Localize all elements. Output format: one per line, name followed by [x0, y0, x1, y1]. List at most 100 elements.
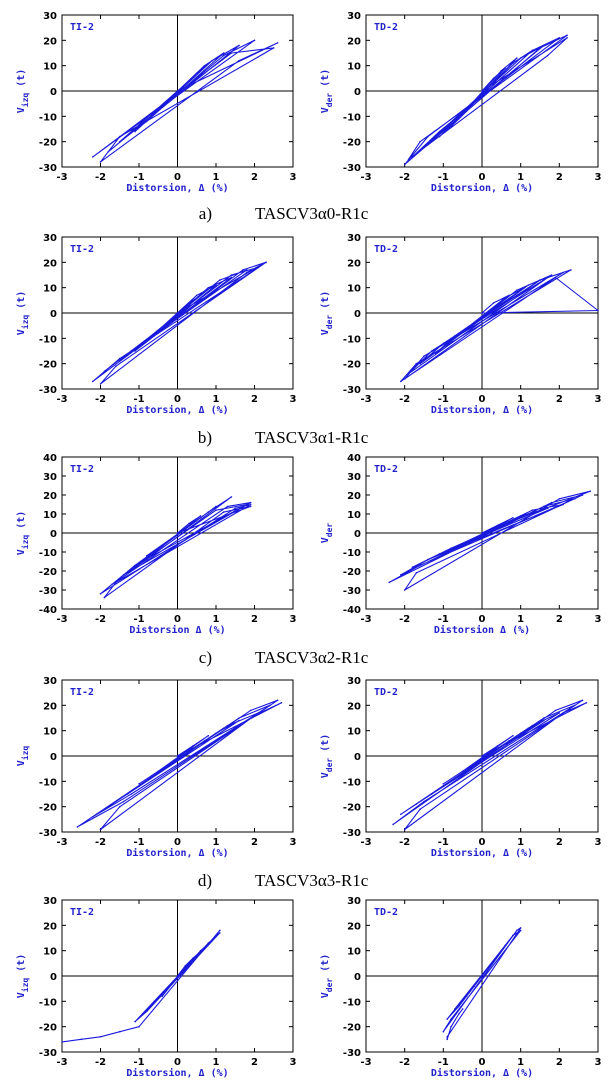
data-point: [215, 509, 217, 512]
y-tick-label: 10: [347, 727, 361, 738]
data-point: [153, 335, 156, 337]
x-tick-label: -2: [95, 172, 106, 183]
data-point: [99, 383, 102, 385]
data-point: [230, 496, 233, 498]
data-point: [504, 297, 507, 299]
data-point: [543, 719, 545, 722]
data-point: [543, 717, 545, 719]
data-point: [195, 294, 198, 297]
data-point: [161, 992, 163, 995]
data-point: [203, 64, 206, 67]
y-tick-label: -20: [39, 803, 57, 814]
data-point: [107, 151, 109, 153]
x-tick-label: 3: [290, 837, 297, 848]
data-point: [446, 1018, 449, 1020]
x-axis-label: Distorsion, Δ (%): [431, 404, 533, 416]
x-tick-label: 2: [251, 837, 258, 848]
caption-specimen: TASCV3α0-R1c: [255, 204, 369, 223]
data-point: [134, 1020, 136, 1023]
x-tick-label: -3: [56, 837, 67, 848]
x-tick-label: 2: [556, 614, 563, 625]
x-tick-label: 3: [290, 1057, 297, 1068]
panel-title: TD-2: [374, 464, 398, 475]
hysteresis-curve: [92, 261, 267, 385]
data-point: [222, 727, 225, 729]
data-point: [118, 805, 121, 808]
y-axis-label: Vder (t): [320, 291, 334, 336]
data-point: [122, 574, 125, 576]
row-caption: c) TASCV3α2-R1c: [199, 648, 369, 667]
data-point: [134, 130, 136, 133]
y-label-sub: izq: [20, 978, 30, 993]
data-point: [508, 520, 510, 523]
x-tick-label: -1: [438, 837, 449, 848]
x-tick-label: -2: [95, 1057, 106, 1068]
data-point: [427, 135, 429, 138]
data-point: [388, 581, 391, 584]
x-tick-label: 2: [251, 1057, 258, 1068]
data-point: [423, 355, 425, 357]
y-tick-label: -30: [39, 385, 57, 396]
y-label-main: V: [320, 992, 331, 998]
x-tick-label: 3: [595, 837, 602, 848]
y-axis-label: Vder (t): [320, 734, 334, 779]
data-point: [199, 69, 202, 72]
data-point: [145, 1010, 148, 1013]
data-point: [153, 551, 156, 553]
y-tick-label: 40: [43, 453, 57, 464]
data-point: [546, 507, 549, 510]
data-point: [543, 44, 545, 47]
y-tick-label: 20: [347, 491, 361, 502]
data-point: [149, 778, 152, 780]
x-tick-label: 1: [517, 614, 524, 625]
x-tick-label: 1: [517, 394, 524, 405]
data-point: [597, 309, 599, 312]
data-point: [99, 828, 102, 831]
data-point: [215, 732, 217, 734]
data-point: [407, 373, 410, 375]
data-point: [280, 702, 283, 704]
data-point: [543, 505, 545, 508]
data-point: [219, 279, 221, 281]
data-point: [458, 118, 460, 120]
y-tick-label: 20: [43, 921, 57, 932]
y-tick-label: -20: [343, 803, 361, 814]
data-point: [415, 803, 418, 805]
data-point: [203, 740, 206, 742]
data-point: [403, 163, 406, 166]
y-tick-label: -10: [343, 777, 361, 788]
data-point: [419, 564, 421, 567]
x-tick-label: -1: [438, 1057, 449, 1068]
row-caption: d) TASCV3α3-R1c: [198, 871, 369, 890]
x-axis-label: Distorsion Δ (%): [129, 624, 225, 636]
y-label-main: V: [320, 537, 331, 543]
x-tick-label: -2: [95, 614, 106, 625]
data-point: [249, 501, 252, 504]
y-tick-label: -20: [39, 1023, 57, 1034]
data-point: [257, 712, 260, 714]
x-tick-label: 3: [290, 614, 297, 625]
row-caption: b) TASCV3α1-R1c: [198, 428, 369, 447]
x-axis-label: Distorsion, Δ (%): [431, 1067, 533, 1079]
x-tick-label: -3: [360, 614, 371, 625]
y-tick-label: 0: [354, 752, 361, 763]
data-point: [531, 511, 534, 513]
data-point: [438, 553, 441, 555]
data-point: [488, 965, 491, 967]
chart-panel-4-left: -3 -2 -1 0 1 2 3-30-20-100102030TI-2Distorsion…: [16, 896, 297, 1079]
x-axis-label: Distorsion, Δ (%): [126, 847, 228, 859]
data-point: [539, 47, 541, 49]
data-point: [115, 581, 117, 584]
chart-panel-4-right: -3 -2 -1 0 1 2 3-30-20-100102030TD-2Distorsion…: [320, 896, 602, 1079]
data-point: [481, 755, 483, 757]
y-tick-label: 10: [43, 727, 57, 738]
x-axis-label: Distorsion, Δ (%): [431, 182, 533, 194]
data-point: [226, 505, 229, 508]
data-point: [430, 793, 433, 795]
y-tick-label: -30: [39, 586, 57, 597]
y-tick-label: 0: [50, 529, 57, 540]
data-point: [527, 284, 530, 286]
data-point: [438, 135, 441, 138]
y-tick-label: 10: [43, 62, 57, 73]
x-tick-label: 1: [213, 837, 220, 848]
